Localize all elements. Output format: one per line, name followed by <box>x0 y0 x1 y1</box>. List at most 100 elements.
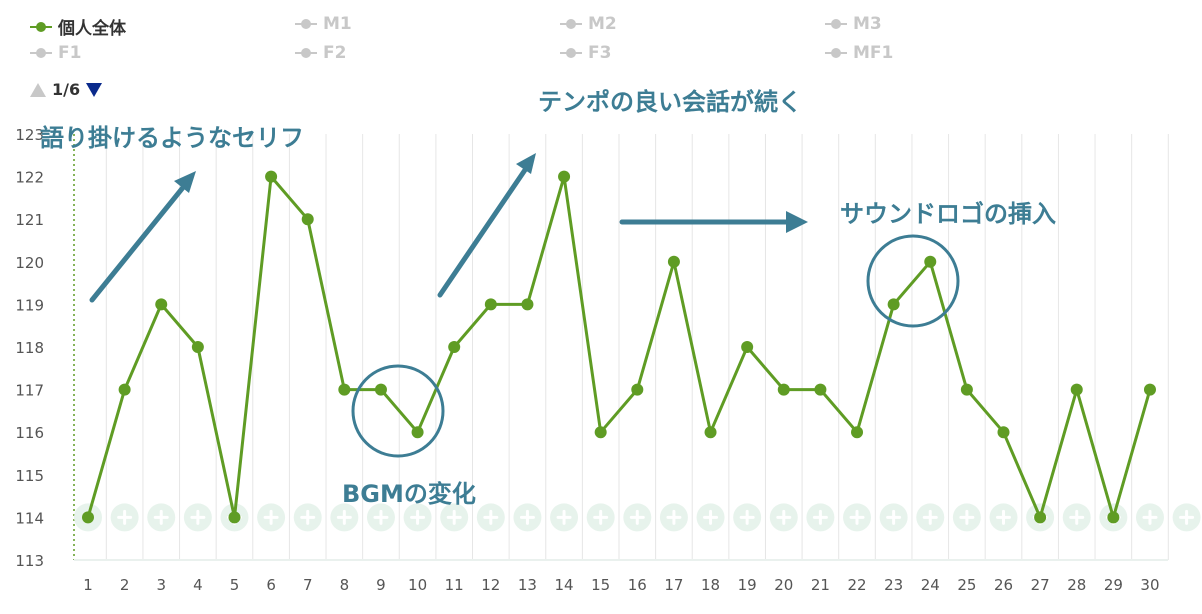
legend-item-m3[interactable]: M3 <box>825 14 882 34</box>
plus-icon <box>300 509 316 525</box>
legend-marker-icon <box>560 18 582 30</box>
annotation-tempo-label: テンポの良い会話が続く <box>538 88 802 116</box>
data-point <box>1107 511 1120 524</box>
data-point <box>741 341 754 353</box>
x-tick-label: 4 <box>193 576 203 594</box>
plus-icon <box>703 509 719 525</box>
legend-marker-icon <box>825 18 847 30</box>
y-tick-label: 123 <box>15 126 44 144</box>
page-up-icon[interactable] <box>30 82 46 97</box>
legend-label: M2 <box>588 14 617 34</box>
data-point <box>191 341 204 353</box>
data-point <box>924 255 937 268</box>
highlight-circle-bgm <box>351 364 445 458</box>
data-point <box>265 170 278 183</box>
plus-icon <box>959 509 975 525</box>
plus-icon <box>373 509 389 525</box>
x-tick-label: 15 <box>591 576 610 594</box>
x-tick-label: 10 <box>408 576 427 594</box>
x-tick-label: 13 <box>518 576 537 594</box>
legend-label: M3 <box>853 14 882 34</box>
legend-item-m2[interactable]: M2 <box>560 14 617 34</box>
y-tick-label: 119 <box>15 296 44 314</box>
y-axis-ticks: 113 114 115 116 117 118 119 120 121 122 123 <box>15 126 44 570</box>
data-point <box>960 383 973 396</box>
y-tick-label: 114 <box>15 509 44 527</box>
plus-icon <box>483 509 499 525</box>
x-tick-label: 11 <box>445 576 464 594</box>
data-point <box>631 383 644 396</box>
plus-icon <box>1069 509 1085 525</box>
legend-label: F1 <box>58 43 82 63</box>
x-tick-label: 21 <box>811 576 830 594</box>
legend: 個人全体 M1 M2 M3 F1 F2 F3 MF1 <box>30 12 930 72</box>
legend-item-mf1[interactable]: MF1 <box>825 43 893 63</box>
y-tick-label: 122 <box>15 169 44 187</box>
data-point <box>851 426 864 439</box>
legend-marker-icon <box>30 21 52 33</box>
x-tick-label: 22 <box>847 576 866 594</box>
legend-item-m1[interactable]: M1 <box>295 14 352 34</box>
x-tick-label: 28 <box>1067 576 1086 594</box>
arrow-3-head-icon <box>786 211 808 233</box>
plus-icon <box>190 509 206 525</box>
x-tick-label: 12 <box>481 576 500 594</box>
data-point <box>1070 383 1083 396</box>
x-tick-label: 25 <box>957 576 976 594</box>
x-tick-label: 7 <box>303 576 313 594</box>
data-point <box>118 383 131 396</box>
data-point <box>1143 383 1156 396</box>
arrow-1-head-icon <box>174 171 196 193</box>
x-tick-label: 19 <box>738 576 757 594</box>
x-tick-label: 6 <box>266 576 276 594</box>
y-tick-label: 121 <box>15 211 44 229</box>
legend-item-f2[interactable]: F2 <box>295 43 346 63</box>
x-tick-label: 29 <box>1104 576 1123 594</box>
plus-icon <box>849 509 865 525</box>
plus-icon <box>117 509 133 525</box>
x-tick-label: 23 <box>884 576 903 594</box>
series-individual-total <box>82 170 1156 524</box>
data-point <box>667 255 680 268</box>
data-point <box>887 298 900 311</box>
y-tick-label: 117 <box>15 382 44 400</box>
grid <box>73 134 1169 561</box>
data-point <box>814 383 827 396</box>
plus-icon <box>446 509 462 525</box>
y-tick-label: 116 <box>15 424 44 442</box>
plus-icon <box>1142 509 1158 525</box>
plus-icon <box>922 509 938 525</box>
data-point <box>448 341 461 353</box>
data-point <box>777 383 790 396</box>
arrow-2-head-icon <box>516 153 536 174</box>
data-point <box>301 213 314 226</box>
data-point <box>411 426 424 439</box>
data-point <box>228 511 241 524</box>
plus-icon <box>519 509 535 525</box>
y-tick-label: 113 <box>15 552 44 570</box>
x-tick-label: 1 <box>83 576 93 594</box>
x-tick-label: 30 <box>1140 576 1159 594</box>
legend-item-f3[interactable]: F3 <box>560 43 611 63</box>
x-tick-label: 18 <box>701 576 720 594</box>
x-tick-label: 14 <box>555 576 574 594</box>
x-axis-ticks: 1 2 3 4 5 6 7 8 9 10 11 12 13 14 15 16 17 18 19 20 21 22 23 24 2… <box>83 576 1159 594</box>
plus-icon <box>629 509 645 525</box>
plus-icon <box>812 509 828 525</box>
arrow-1-line <box>89 182 188 303</box>
page-indicator: 1/6 <box>52 80 81 99</box>
x-tick-label: 26 <box>994 576 1013 594</box>
legend-marker-icon <box>295 18 317 30</box>
x-tick-label: 16 <box>628 576 647 594</box>
legend-label: 個人全体 <box>58 19 126 39</box>
data-point <box>521 298 534 311</box>
legend-pager: 1/6 <box>30 80 103 99</box>
legend-item-f1[interactable]: F1 <box>30 43 81 63</box>
legend-marker-icon <box>560 47 582 59</box>
data-point <box>374 383 387 396</box>
legend-item-all[interactable]: 個人全体 <box>30 14 126 39</box>
x-tick-label: 3 <box>156 576 166 594</box>
page-down-icon[interactable] <box>86 82 103 97</box>
data-point <box>704 426 717 439</box>
